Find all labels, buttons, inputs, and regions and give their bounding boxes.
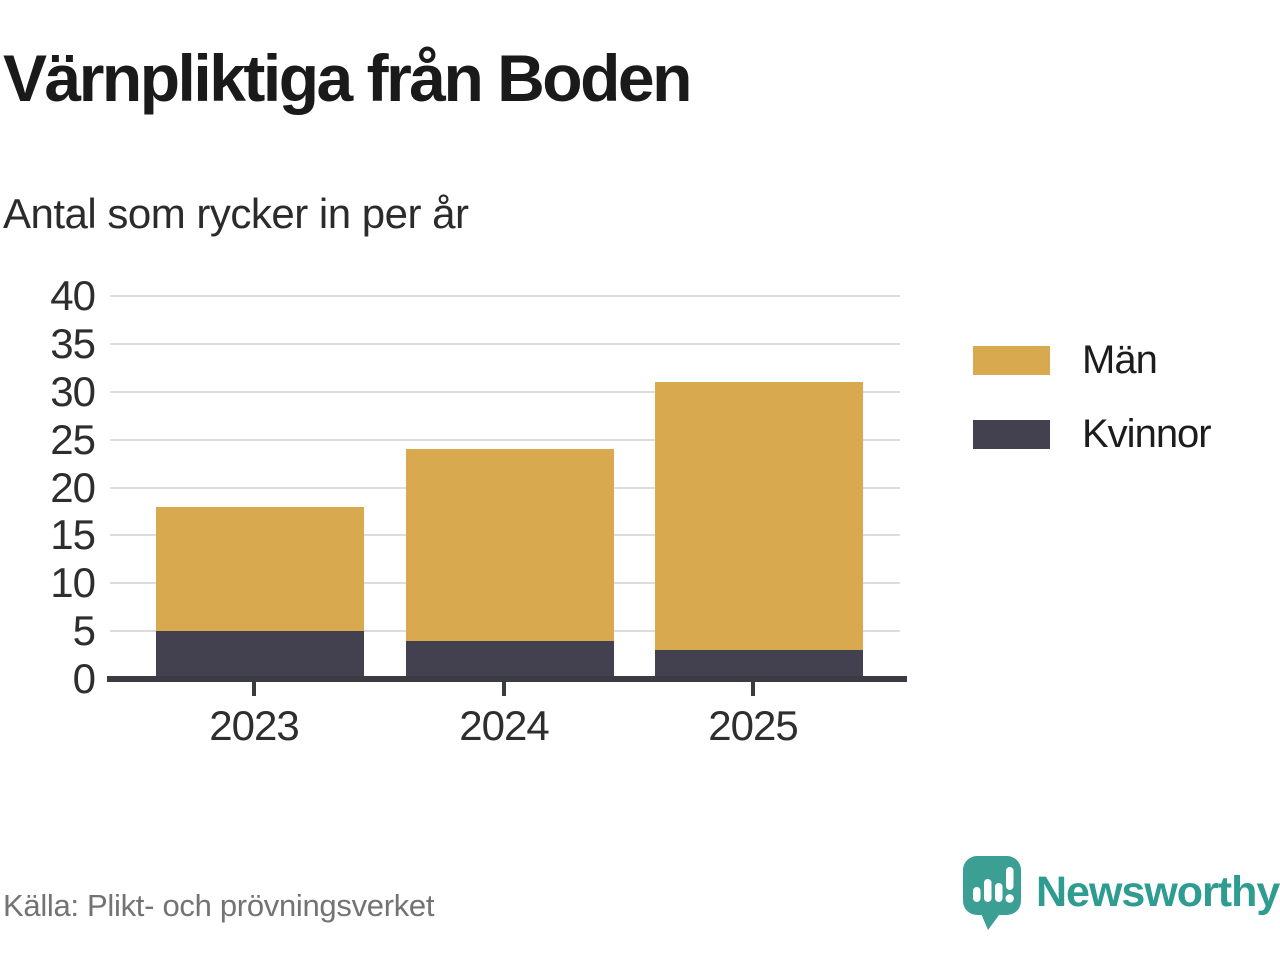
x-axis-tick	[502, 682, 506, 696]
bar-segment-män	[655, 382, 863, 651]
plot-area	[107, 295, 907, 696]
gridline	[110, 342, 900, 345]
legend-label: Män	[1082, 338, 1158, 382]
source-note: Källa: Plikt- och prövningsverket	[3, 888, 435, 923]
brand-logo: Newsworthy	[963, 856, 1280, 932]
bar-segment-män	[406, 449, 614, 641]
gridline	[110, 438, 900, 441]
y-tick-label: 20	[50, 463, 96, 511]
y-tick-label: 15	[50, 511, 96, 559]
y-tick-label: 35	[50, 319, 96, 367]
y-axis-labels: 0 5 10 15 20 25 30 35 40	[0, 0, 96, 960]
x-axis-tick	[252, 682, 256, 696]
chart-title: Värnpliktiga från Boden	[3, 41, 692, 115]
y-tick-label: 10	[50, 559, 96, 607]
legend-item: Män	[973, 338, 1211, 383]
legend-item: Kvinnor	[973, 412, 1212, 457]
bar-segment-kvinnor	[655, 650, 863, 679]
x-axis-labels: 2023 2024 2025	[110, 702, 903, 752]
y-tick-label: 25	[50, 415, 96, 463]
x-axis-line	[107, 676, 907, 682]
legend-swatch	[973, 346, 1050, 375]
y-tick-label: 30	[50, 367, 96, 415]
y-tick-label: 0	[72, 655, 96, 702]
x-tick-label: 2025	[708, 702, 798, 749]
gridline	[110, 390, 900, 393]
gridline	[110, 295, 900, 297]
brand-wordmark: Newsworthy	[1036, 868, 1280, 916]
x-axis-tick	[751, 682, 755, 696]
legend-label: Kvinnor	[1082, 412, 1212, 456]
x-tick-label: 2023	[209, 702, 299, 749]
bar-segment-kvinnor	[156, 631, 364, 679]
legend: Män Kvinnor	[973, 338, 1212, 486]
legend-swatch	[973, 420, 1050, 449]
newsworthy-icon	[963, 856, 1021, 930]
x-tick-label: 2024	[459, 702, 549, 749]
y-tick-label: 40	[50, 272, 96, 319]
bar-segment-kvinnor	[406, 640, 614, 679]
chart-subtitle: Antal som rycker in per år	[3, 190, 469, 237]
y-tick-label: 5	[72, 607, 96, 655]
bar-segment-män	[156, 506, 364, 632]
